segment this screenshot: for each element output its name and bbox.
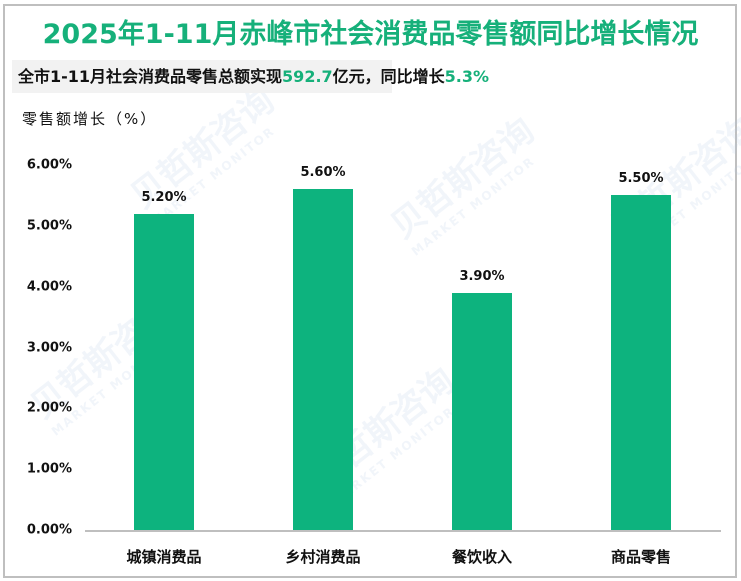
summary-growth: 5.3% (444, 67, 490, 86)
bar-retail[interactable] (611, 195, 671, 530)
bar-value-label: 5.50% (618, 171, 664, 187)
bar-value-label: 3.90% (459, 268, 505, 284)
y-axis-label: 零售额增长（%） (22, 110, 158, 128)
bar-urban[interactable] (134, 213, 194, 530)
x-tick-label: 餐饮收入 (451, 548, 512, 566)
chart-frame (3, 4, 737, 578)
x-tick-label: 商品零售 (610, 548, 671, 566)
summary-middle: 亿元，同比增长 (332, 67, 445, 86)
y-tick: 1.00% (26, 461, 72, 477)
y-tick: 6.00% (26, 157, 72, 173)
y-tick: 4.00% (26, 279, 72, 295)
bar-rural[interactable] (293, 189, 353, 530)
y-tick: 5.00% (26, 218, 72, 234)
summary-banner: 全市1-11月社会消费品零售总额实现592.7亿元，同比增长5.3% (12, 60, 489, 93)
y-tick: 0.00% (26, 522, 72, 538)
chart-title: 2025年1-11月赤峰市社会消费品零售额同比增长情况 (42, 19, 699, 50)
y-tick: 2.00% (26, 400, 72, 416)
x-axis-line (85, 530, 721, 532)
x-tick-label: 城镇消费品 (126, 548, 202, 566)
summary-prefix: 全市1-11月社会消费品零售总额实现 (18, 67, 283, 86)
bar-value-label: 5.60% (300, 165, 346, 181)
summary-amount: 592.7 (282, 67, 333, 86)
y-tick: 3.00% (26, 340, 72, 356)
bar-value-label: 5.20% (141, 189, 187, 205)
x-tick-label: 乡村消费品 (285, 548, 361, 566)
bar-catering[interactable] (452, 292, 512, 530)
